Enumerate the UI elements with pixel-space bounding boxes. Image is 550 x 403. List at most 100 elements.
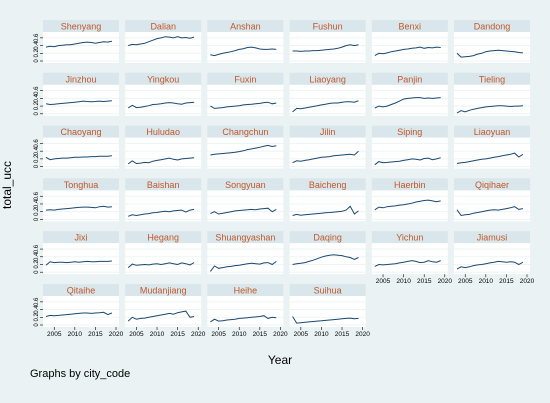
series-line (210, 144, 277, 156)
panel-strip (43, 72, 119, 85)
panel-title: Yichun (396, 233, 423, 243)
x-tick-label: 2020 (109, 331, 124, 338)
y-tick-label: 0.4 (34, 252, 40, 261)
panel-plot-area (125, 32, 202, 63)
panel-liaoyang: Liaoyang (289, 72, 366, 116)
y-tick-label: 0.6 (34, 191, 40, 200)
panel-strip (43, 231, 119, 244)
panel-shenyang: Shenyang 0 0.20.40.6 (34, 20, 119, 63)
panel-strip (454, 72, 530, 85)
panel-strip (289, 178, 366, 191)
x-tick-label: 2020 (191, 331, 206, 338)
x-tick-label: 2015 (499, 278, 514, 285)
panel-title: Daqing (313, 233, 342, 243)
panel-dalian: Dalian (125, 20, 202, 63)
panel-liaoyuan: Liaoyuan (454, 125, 530, 169)
panel-suihua: Suihua 2005 2010 2015 2020 (289, 284, 370, 338)
panel-title: Fuxin (234, 74, 256, 84)
panel-title: Liaoyuan (474, 127, 511, 137)
x-tick-label: 2020 (273, 331, 288, 338)
panel-strip (289, 231, 366, 244)
panel-fushun: Fushun (289, 20, 366, 63)
panel-baishan: Baishan (125, 178, 202, 222)
panel-strip (207, 231, 284, 244)
panel-strip (125, 178, 202, 191)
panel-mudanjiang: Mudanjiang 2005 2010 2015 2020 (125, 284, 206, 338)
panel-songyuan: Songyuan (207, 178, 284, 222)
panel-title: Panjin (397, 74, 422, 84)
panel-yichun: Yichun 2005 2010 2015 2020 (371, 231, 452, 285)
panel-siping: Siping (371, 125, 448, 169)
panel-plot-area (43, 243, 119, 275)
panel-jixi: Jixi 00.20.40.6 (34, 231, 119, 275)
x-tick-label: 2005 (294, 331, 309, 338)
panel-fuxin: Fuxin (207, 72, 284, 116)
y-tick-label: 0 (34, 270, 40, 274)
panel-jinzhou: Jinzhou 00.20.40.6 (34, 72, 119, 116)
panel-plot-area (207, 190, 284, 222)
panel-plot-area (125, 190, 202, 222)
panel-title: Qiqihaer (475, 180, 509, 190)
x-tick-label: 2020 (355, 331, 370, 338)
panel-title: Jiamusi (477, 233, 508, 243)
panel-shuangyashan: Shuangyashan (207, 231, 284, 275)
series-line (292, 44, 359, 52)
panel-title: Jilin (320, 127, 336, 137)
panel-title: Baishan (147, 180, 180, 190)
x-tick-label: 2015 (417, 278, 432, 285)
panel-plot-area (454, 137, 530, 169)
series-line (210, 207, 277, 215)
panel-plot-area (289, 137, 366, 169)
series-line (45, 100, 112, 106)
graph-note: Graphs by city_code (30, 368, 131, 380)
x-tick-label: 2015 (88, 331, 103, 338)
panel-plot-area (207, 243, 284, 275)
panel-plot-area (371, 243, 448, 275)
panel-plot-area (125, 243, 202, 275)
panel-title: Dalian (150, 22, 176, 32)
panel-plot-area (289, 296, 366, 327)
panel-title: Jixi (75, 233, 88, 243)
panel-plot-area (371, 190, 448, 222)
panel-qitaihe: Qitaihe 0 0.20.40.6 2005 2010 2015 2020 (34, 284, 124, 338)
panel-plot-area (289, 84, 366, 116)
x-tick-label: 2005 (47, 331, 62, 338)
panel-baicheng: Baicheng (289, 178, 366, 222)
panel-strip (454, 125, 530, 138)
y-tick-label: 0.2 (34, 101, 40, 110)
x-tick-label: 2005 (211, 331, 226, 338)
y-tick-label: 0.2 (34, 312, 40, 321)
panel-jilin: Jilin (289, 125, 366, 169)
panel-strip (207, 178, 284, 191)
panel-strip (289, 125, 366, 138)
panel-strip (43, 125, 119, 138)
series-line (128, 36, 195, 47)
panel-tieling: Tieling (454, 72, 530, 116)
panel-strip (125, 20, 202, 32)
panel-tonghua: Tonghua 00.20.40.6 (34, 178, 119, 222)
panel-strip (371, 178, 448, 191)
y-tick-label: 0.4 (34, 305, 40, 314)
panel-chaoyang: Chaoyang 00.20.40.6 (34, 125, 119, 169)
y-tick-label: 0 (34, 59, 40, 63)
panel-title: Qitaihe (67, 286, 96, 296)
panel-heihe: Heihe 2005 2010 2015 2020 (207, 284, 288, 338)
panel-panjin: Panjin (371, 72, 448, 116)
series-line (128, 208, 195, 217)
series-line (127, 310, 195, 322)
series-line (210, 261, 277, 272)
panel-strip (125, 125, 202, 138)
series-line (45, 155, 112, 161)
panel-title: Benxi (399, 22, 422, 32)
series-line (374, 199, 441, 211)
panel-plot-area (43, 32, 119, 63)
panel-plot-area (289, 190, 366, 222)
panel-benxi: Benxi (371, 20, 448, 63)
panel-title: Huludao (146, 127, 180, 137)
panel-title: Tieling (479, 74, 505, 84)
y-tick-label: 0.2 (34, 207, 40, 216)
panel-title: Baicheng (309, 180, 347, 190)
series-line (45, 205, 112, 211)
